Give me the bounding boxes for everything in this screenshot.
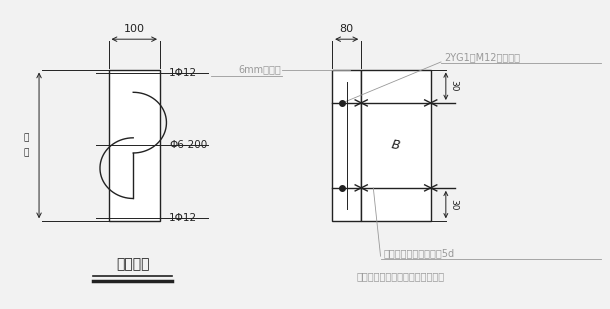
Text: Φ6-200: Φ6-200 (169, 140, 207, 150)
Text: 80: 80 (340, 24, 354, 34)
Text: 2YG1型M12膨锁耗栓: 2YG1型M12膨锁耗栓 (444, 53, 520, 62)
Text: 30: 30 (449, 199, 458, 210)
Text: 墙: 墙 (23, 133, 29, 142)
Text: 1Φ12: 1Φ12 (169, 68, 197, 78)
Text: 拖框作法: 拖框作法 (116, 257, 149, 271)
Bar (109, 70, 160, 221)
Text: B: B (390, 138, 401, 153)
Text: 30: 30 (449, 80, 458, 92)
Text: 下部锦入楼板，上部与系梁连接。: 下部锦入楼板，上部与系梁连接。 (356, 271, 445, 281)
Text: 拖框主筋与钉板双面焼5d: 拖框主筋与钉板双面焼5d (384, 248, 454, 258)
Bar (361, 70, 431, 221)
Text: 1Φ12: 1Φ12 (169, 213, 197, 223)
Text: 厚: 厚 (23, 149, 29, 158)
Bar (332, 70, 361, 221)
Text: 100: 100 (124, 24, 145, 34)
Text: 6mm厚钉板: 6mm厚钉板 (238, 65, 281, 74)
